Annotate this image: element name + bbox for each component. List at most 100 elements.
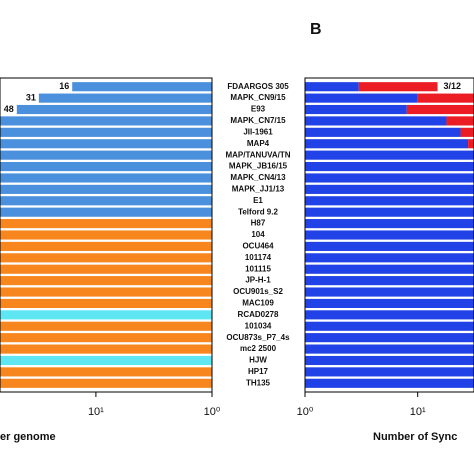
category-label: JP-H-1 bbox=[245, 276, 271, 285]
category-label: MAP4 bbox=[247, 139, 270, 148]
bar bbox=[0, 116, 212, 126]
bar bbox=[0, 276, 212, 286]
bar bbox=[0, 333, 212, 343]
bar bbox=[0, 287, 212, 297]
bar bbox=[0, 207, 212, 217]
x-tick-label: 10¹ bbox=[88, 406, 104, 418]
bar-segment bbox=[305, 196, 474, 206]
bar bbox=[0, 241, 212, 251]
category-label: OCU873s_P7_4s bbox=[226, 333, 290, 342]
bar bbox=[38, 93, 212, 103]
panel-letter: B bbox=[310, 21, 322, 38]
bar-segment bbox=[305, 184, 474, 194]
bar-segment bbox=[305, 230, 474, 240]
value-label: 48 bbox=[4, 104, 14, 114]
category-label: 101034 bbox=[245, 321, 272, 330]
bar bbox=[0, 230, 212, 240]
axes-frame bbox=[0, 77, 213, 393]
x-tick-label: 10⁰ bbox=[204, 406, 221, 418]
x-axis-label: er genome bbox=[0, 431, 56, 443]
x-axis-label: Number of Sync bbox=[373, 431, 457, 443]
bar-segment bbox=[305, 104, 407, 115]
bar-segment bbox=[305, 333, 474, 343]
bar-segment bbox=[305, 207, 474, 217]
category-label: Telford 9.2 bbox=[238, 207, 278, 216]
category-label: mc2 2500 bbox=[240, 344, 277, 353]
bar bbox=[0, 184, 212, 194]
right-bars bbox=[305, 82, 474, 388]
category-label: MAPK_CN4/13 bbox=[230, 173, 286, 182]
bar bbox=[0, 321, 212, 331]
bar-segment bbox=[305, 253, 474, 263]
bar-segment bbox=[460, 127, 474, 137]
bar-segment bbox=[305, 161, 474, 172]
category-label: MAPK_CN7/15 bbox=[230, 116, 286, 125]
category-label: MAPK_CN9/15 bbox=[230, 93, 286, 102]
x-tick-label: 10¹ bbox=[410, 406, 426, 418]
category-label: 104 bbox=[251, 230, 265, 239]
bar-segment bbox=[305, 298, 474, 309]
category-label: MAPK_JJ1/13 bbox=[232, 184, 285, 193]
bar bbox=[16, 104, 212, 115]
category-label: FDAARGOS 305 bbox=[227, 82, 289, 91]
bar bbox=[0, 367, 212, 377]
bar bbox=[0, 378, 212, 388]
bar-segment bbox=[305, 127, 461, 137]
bar-segment bbox=[305, 241, 474, 251]
category-label: H87 bbox=[251, 219, 266, 228]
bar-segment bbox=[305, 82, 359, 92]
bar-segment bbox=[305, 139, 469, 149]
bar bbox=[0, 355, 212, 366]
category-label: E93 bbox=[251, 105, 266, 114]
bar bbox=[0, 161, 212, 172]
category-label: HJW bbox=[249, 356, 267, 365]
bar bbox=[0, 150, 212, 160]
bar bbox=[0, 219, 212, 229]
bar bbox=[0, 298, 212, 309]
category-label: MAP/TANUVA/TN bbox=[225, 150, 290, 159]
bar bbox=[0, 127, 212, 137]
x-tick-label: 10⁰ bbox=[297, 406, 314, 418]
bar-segment bbox=[358, 82, 438, 92]
bar-segment bbox=[305, 378, 474, 388]
bar bbox=[0, 253, 212, 263]
bar-segment bbox=[305, 367, 474, 377]
category-label: E1 bbox=[253, 196, 263, 205]
bar-segment bbox=[305, 276, 474, 286]
category-label: 101115 bbox=[245, 264, 271, 273]
bar-segment bbox=[305, 287, 474, 297]
category-label: MAC109 bbox=[242, 299, 274, 308]
category-label: 101174 bbox=[245, 253, 272, 262]
category-label: JII-1961 bbox=[243, 127, 273, 136]
category-label: RCAD0278 bbox=[238, 310, 279, 319]
bar bbox=[0, 173, 212, 183]
bar bbox=[0, 196, 212, 206]
bar-segment bbox=[305, 93, 418, 103]
bar-segment bbox=[446, 116, 474, 126]
bar bbox=[0, 264, 212, 274]
value-label: 16 bbox=[59, 81, 69, 91]
bar-segment bbox=[305, 355, 474, 366]
bar-segment bbox=[305, 116, 447, 126]
bar-segment bbox=[406, 104, 474, 115]
category-label: OCU901s_S2 bbox=[233, 287, 283, 296]
bar-segment bbox=[305, 173, 474, 183]
labels: 10¹ 10⁰ 16 31 48 FDAARGOS 305 MAPK_CN9/15 E93 MA… bbox=[0, 77, 474, 418]
category-label: MAPK_JB16/15 bbox=[229, 162, 288, 171]
bar-segment bbox=[305, 310, 474, 320]
left-bars bbox=[0, 82, 212, 388]
bar bbox=[0, 344, 212, 354]
category-label: TH135 bbox=[246, 378, 271, 387]
bar bbox=[72, 82, 212, 92]
category-label: HP17 bbox=[248, 367, 269, 376]
bar-segment bbox=[468, 139, 474, 149]
bar-segment bbox=[305, 264, 474, 274]
annotation: 3/12 bbox=[444, 81, 462, 91]
value-label: 31 bbox=[26, 92, 36, 102]
bar bbox=[0, 139, 212, 149]
bar-segment bbox=[417, 93, 474, 103]
bar-segment bbox=[305, 344, 474, 354]
bar-segment bbox=[305, 150, 474, 160]
bar bbox=[0, 310, 212, 320]
bar-segment bbox=[305, 219, 474, 229]
